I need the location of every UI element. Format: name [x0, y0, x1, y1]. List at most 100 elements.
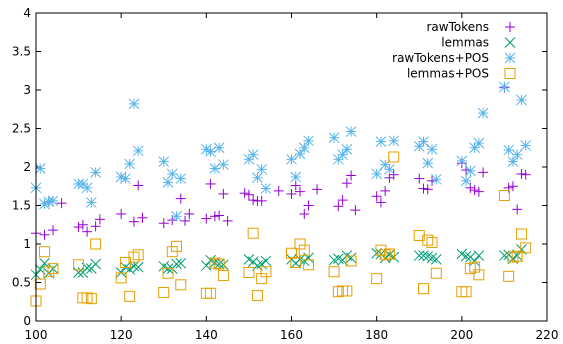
- data-point: [47, 195, 59, 207]
- data-point: [469, 261, 481, 273]
- data-point: [81, 182, 93, 194]
- data-point: [460, 175, 472, 187]
- y-tick-label: 3.5: [12, 45, 31, 59]
- data-point: [426, 143, 438, 155]
- data-point: [473, 250, 485, 261]
- data-point: [86, 197, 97, 208]
- legend-marker-icon: [504, 37, 516, 48]
- y-tick-label: 1.5: [12, 199, 31, 213]
- data-point: [511, 149, 523, 161]
- data-point: [346, 170, 357, 181]
- data-point: [90, 167, 101, 178]
- data-point: [388, 135, 400, 147]
- data-point: [388, 169, 399, 180]
- data-point: [418, 250, 429, 261]
- data-point: [418, 136, 429, 147]
- data-point: [132, 145, 144, 157]
- data-point: [379, 249, 391, 261]
- data-point: [469, 255, 480, 267]
- legend-marker-icon: [505, 22, 515, 32]
- data-point: [418, 283, 430, 295]
- data-point: [371, 168, 383, 180]
- data-point: [332, 253, 344, 264]
- data-point: [333, 201, 344, 212]
- legend-label: lemmas+POS: [407, 67, 489, 81]
- x-tick-label: 160: [280, 328, 303, 342]
- data-point: [516, 168, 527, 179]
- data-point: [384, 163, 395, 175]
- data-point: [350, 205, 361, 216]
- data-point: [158, 218, 169, 229]
- data-point: [341, 285, 353, 297]
- data-point: [460, 286, 472, 298]
- data-point: [290, 171, 302, 183]
- data-point: [158, 287, 170, 299]
- data-point: [328, 132, 340, 144]
- data-point: [132, 249, 144, 261]
- data-point: [478, 167, 489, 178]
- y-tick-label: 3: [23, 83, 31, 97]
- data-point: [520, 140, 532, 151]
- data-point: [503, 182, 514, 193]
- data-point: [341, 178, 352, 189]
- data-point: [460, 250, 472, 262]
- data-point: [171, 210, 182, 222]
- data-point: [332, 286, 344, 298]
- data-point: [375, 197, 386, 208]
- data-point: [209, 257, 221, 269]
- x-tick-label: 140: [195, 328, 218, 342]
- data-point: [124, 158, 136, 170]
- data-point: [205, 146, 216, 157]
- data-point: [286, 247, 297, 259]
- data-point: [214, 210, 225, 221]
- data-point: [498, 189, 510, 201]
- data-point: [464, 263, 476, 275]
- data-point: [115, 272, 127, 284]
- data-point: [218, 159, 229, 171]
- data-point: [175, 193, 186, 204]
- data-point: [473, 137, 485, 149]
- data-point: [422, 234, 434, 246]
- data-point: [371, 191, 382, 202]
- y-tick-label: 4: [23, 6, 31, 20]
- data-point: [56, 198, 67, 209]
- y-tick-label: 0: [23, 314, 31, 328]
- data-point: [133, 180, 144, 191]
- data-point: [73, 267, 84, 278]
- data-point: [299, 208, 310, 219]
- data-point: [90, 221, 101, 232]
- data-point: [294, 238, 306, 250]
- data-point: [256, 273, 268, 285]
- data-point: [213, 258, 225, 270]
- data-point: [128, 98, 140, 110]
- data-point: [511, 250, 523, 262]
- data-point: [132, 261, 144, 273]
- series-rawtokens: [31, 82, 531, 240]
- y-tick-label: 0.5: [12, 276, 31, 290]
- data-point: [290, 180, 301, 191]
- data-point: [337, 195, 348, 206]
- data-point: [499, 81, 510, 93]
- data-point: [507, 156, 519, 167]
- data-point: [290, 256, 302, 268]
- data-point: [252, 172, 263, 184]
- legend-label: lemmas: [441, 36, 489, 50]
- data-point: [507, 181, 518, 192]
- data-point: [465, 182, 476, 193]
- data-point: [47, 263, 59, 274]
- data-point: [328, 254, 340, 266]
- x-tick-label: 120: [110, 328, 133, 342]
- legend-marker-icon: [504, 52, 516, 64]
- data-point: [295, 186, 306, 197]
- data-point: [116, 208, 127, 219]
- data-point: [128, 251, 140, 263]
- data-point: [39, 229, 50, 240]
- data-point: [217, 270, 229, 282]
- data-point: [413, 250, 425, 261]
- data-point: [294, 148, 306, 160]
- data-point: [82, 226, 93, 237]
- legend-item: rawTokens: [427, 20, 515, 34]
- data-point: [90, 238, 102, 250]
- data-point: [137, 212, 148, 223]
